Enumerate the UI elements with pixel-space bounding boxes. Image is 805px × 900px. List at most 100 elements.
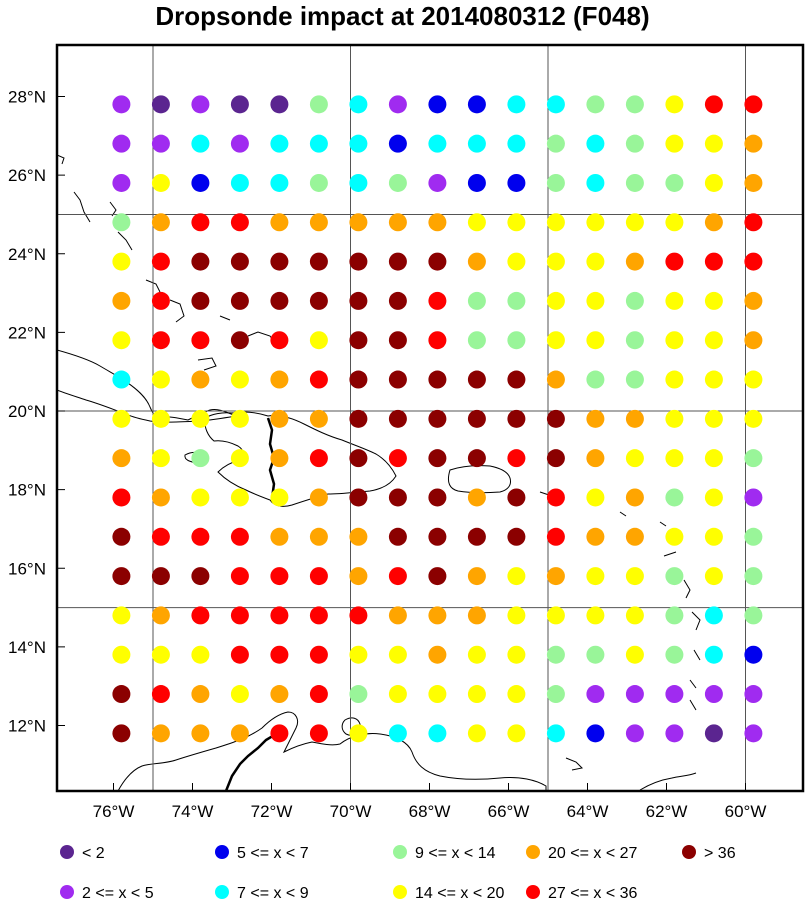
impact-point — [625, 409, 644, 428]
impact-point — [586, 606, 605, 625]
impact-point — [507, 291, 526, 310]
impact-point — [586, 173, 605, 192]
lat-label: 22°N — [8, 323, 46, 342]
impact-point — [428, 213, 447, 232]
impact-point — [230, 213, 249, 232]
lat-label: 16°N — [8, 559, 46, 578]
impact-point — [388, 606, 407, 625]
impact-point — [428, 409, 447, 428]
impact-point — [191, 527, 210, 546]
impact-point — [151, 606, 170, 625]
impact-point — [349, 645, 368, 664]
impact-point — [665, 449, 684, 468]
impact-point — [744, 685, 763, 704]
impact-point — [507, 488, 526, 507]
impact-point — [625, 291, 644, 310]
impact-point — [191, 252, 210, 271]
impact-point — [586, 95, 605, 114]
impact-point — [467, 606, 486, 625]
impact-point — [625, 567, 644, 586]
impact-point — [230, 134, 249, 153]
impact-point — [151, 331, 170, 350]
impact-point — [586, 449, 605, 468]
impact-point — [467, 370, 486, 389]
impact-point — [428, 488, 447, 507]
impact-point — [467, 134, 486, 153]
impact-point — [665, 409, 684, 428]
impact-point — [191, 291, 210, 310]
impact-point — [191, 567, 210, 586]
impact-point — [546, 449, 565, 468]
impact-point — [270, 134, 289, 153]
impact-point — [230, 724, 249, 743]
impact-point — [270, 370, 289, 389]
impact-point — [230, 645, 249, 664]
impact-point — [112, 567, 131, 586]
impact-point — [151, 449, 170, 468]
impact-point — [625, 173, 644, 192]
impact-point — [467, 488, 486, 507]
impact-point — [388, 213, 407, 232]
impact-point — [151, 370, 170, 389]
impact-point — [230, 409, 249, 428]
legend-label: 5 <= x < 7 — [237, 845, 309, 862]
impact-point — [388, 134, 407, 153]
impact-point — [388, 331, 407, 350]
impact-point — [467, 291, 486, 310]
impact-point — [388, 567, 407, 586]
impact-point — [665, 95, 684, 114]
impact-point — [112, 724, 131, 743]
impact-point — [428, 252, 447, 271]
impact-point — [507, 252, 526, 271]
impact-point — [151, 213, 170, 232]
impact-point — [704, 449, 723, 468]
impact-point — [112, 173, 131, 192]
impact-point — [270, 488, 289, 507]
impact-point — [586, 567, 605, 586]
impact-point — [704, 527, 723, 546]
impact-point — [112, 645, 131, 664]
impact-point — [388, 449, 407, 468]
impact-point — [151, 134, 170, 153]
impact-point — [546, 645, 565, 664]
impact-point — [665, 606, 684, 625]
impact-point — [744, 252, 763, 271]
impact-point — [270, 449, 289, 468]
impact-point — [151, 173, 170, 192]
lon-label: 64°W — [567, 802, 609, 821]
impact-point — [349, 252, 368, 271]
impact-point — [625, 606, 644, 625]
impact-point — [625, 95, 644, 114]
impact-point — [546, 606, 565, 625]
impact-point — [112, 291, 131, 310]
impact-point — [151, 291, 170, 310]
impact-point — [586, 252, 605, 271]
lon-label: 76°W — [93, 802, 135, 821]
impact-point — [309, 173, 328, 192]
impact-point — [665, 252, 684, 271]
impact-point — [270, 724, 289, 743]
impact-point — [270, 95, 289, 114]
impact-point — [546, 409, 565, 428]
impact-point — [467, 331, 486, 350]
impact-point — [230, 173, 249, 192]
lon-label: 60°W — [725, 802, 767, 821]
impact-point — [467, 173, 486, 192]
lon-label: 70°W — [330, 802, 372, 821]
impact-points — [112, 95, 763, 743]
impact-point — [625, 527, 644, 546]
impact-point — [586, 488, 605, 507]
impact-point — [704, 173, 723, 192]
legend-label: 20 <= x < 27 — [548, 845, 638, 862]
impact-point — [665, 685, 684, 704]
impact-point — [270, 213, 289, 232]
impact-point — [704, 331, 723, 350]
impact-point — [112, 370, 131, 389]
impact-point — [428, 645, 447, 664]
impact-point — [112, 95, 131, 114]
impact-point — [546, 331, 565, 350]
legend-label: 9 <= x < 14 — [415, 845, 496, 862]
impact-point — [704, 606, 723, 625]
impact-point — [507, 409, 526, 428]
impact-point — [388, 252, 407, 271]
